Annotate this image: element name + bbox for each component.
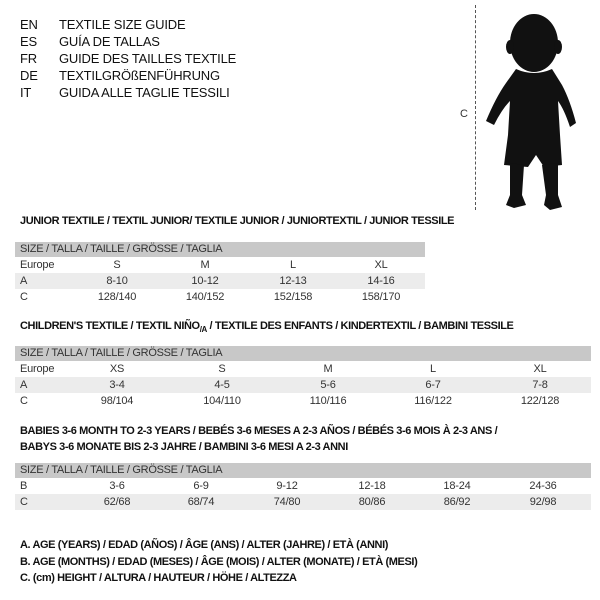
table-cell: 8-10 <box>106 275 128 287</box>
table-cell: 74/80 <box>273 496 301 508</box>
table-row: C 62/68 68/74 74/80 80/86 86/92 92/98 <box>15 494 591 510</box>
row-label: Europe <box>20 259 55 271</box>
table-cell: S <box>218 363 226 375</box>
table-cell: 92/98 <box>529 496 557 508</box>
lang-title: TEXTILGRÖßENFÜHRUNG <box>59 68 220 83</box>
table-cell: 152/158 <box>273 291 313 303</box>
table-row: Europe S M L XL <box>15 257 425 273</box>
table-cell: 18-24 <box>443 480 471 492</box>
junior-size-table: SIZE / TALLA / TAILLE / GRÖSSE / TAGLIA E… <box>15 242 425 305</box>
table-cell: 14-16 <box>367 275 395 287</box>
legend-item: B. AGE (MONTHS) / EDAD (MESES) / ÂGE (MO… <box>20 555 418 568</box>
table-row: C 98/104 104/110 110/116 116/122 122/128 <box>15 393 591 409</box>
babies-size-table: SIZE / TALLA / TAILLE / GRÖSSE / TAGLIA B… <box>15 463 591 510</box>
table-cell: M <box>200 259 210 271</box>
table-row: B 3-6 6-9 9-12 12-18 18-24 24-36 <box>15 478 591 494</box>
size-header: SIZE / TALLA / TAILLE / GRÖSSE / TAGLIA <box>15 242 425 257</box>
table-cell: S <box>113 259 121 271</box>
table-cell: 24-36 <box>529 480 557 492</box>
table-row: C 128/140 140/152 152/158 158/170 <box>15 289 425 305</box>
size-header: SIZE / TALLA / TAILLE / GRÖSSE / TAGLIA <box>15 346 591 361</box>
table-cell: XL <box>533 363 547 375</box>
table-cell: XS <box>109 363 125 375</box>
table-cell: 12-13 <box>279 275 307 287</box>
table-cell: 9-12 <box>276 480 298 492</box>
lang-code: FR <box>20 51 37 66</box>
lang-title: TEXTILE SIZE GUIDE <box>59 17 186 32</box>
table-cell: 128/140 <box>97 291 137 303</box>
row-label: Europe <box>20 363 55 375</box>
children-size-table: SIZE / TALLA / TAILLE / GRÖSSE / TAGLIA E… <box>15 346 591 409</box>
lang-code: IT <box>20 85 32 100</box>
lang-code: EN <box>20 17 38 32</box>
row-label: C <box>20 291 28 303</box>
row-label: B <box>20 480 28 492</box>
table-cell: 3-6 <box>109 480 125 492</box>
table-row: A 3-4 4-5 5-6 6-7 7-8 <box>15 377 591 393</box>
child-silhouette-icon <box>486 14 576 210</box>
table-cell: 80/86 <box>358 496 386 508</box>
babies-title-line2: BABYS 3-6 MONATE BIS 2-3 JAHRE / BAMBINI… <box>20 441 348 453</box>
table-cell: 158/170 <box>361 291 401 303</box>
lang-title: GUIDA ALLE TAGLIE TESSILI <box>59 85 230 100</box>
table-cell: 10-12 <box>191 275 219 287</box>
children-title-sub: /A <box>199 325 208 335</box>
lang-code: ES <box>20 34 37 49</box>
table-cell: M <box>323 363 333 375</box>
table-cell: L <box>430 363 436 375</box>
children-title-main: CHILDREN'S TEXTILE / TEXTIL NIÑO <box>20 320 200 332</box>
height-label: C <box>460 108 468 120</box>
height-line <box>475 5 476 210</box>
table-cell: 4-5 <box>214 379 230 391</box>
table-cell: 116/122 <box>414 395 452 407</box>
table-cell: 5-6 <box>320 379 336 391</box>
lang-code: DE <box>20 68 38 83</box>
table-cell: 68/74 <box>187 496 215 508</box>
table-cell: 6-7 <box>425 379 441 391</box>
table-cell: 140/152 <box>185 291 225 303</box>
children-title: CHILDREN'S TEXTILE / TEXTIL NIÑO/A / TEX… <box>20 320 514 334</box>
legend-item: A. AGE (YEARS) / EDAD (AÑOS) / ÂGE (ANS)… <box>20 539 388 551</box>
table-cell: L <box>290 259 296 271</box>
legend-item: C. (cm) HEIGHT / ALTURA / HAUTEUR / HÖHE… <box>20 572 297 584</box>
row-label: C <box>20 395 28 407</box>
table-cell: 110/116 <box>309 395 347 407</box>
junior-title: JUNIOR TEXTILE / TEXTIL JUNIOR/ TEXTILE … <box>20 215 455 227</box>
row-label: C <box>20 496 28 508</box>
lang-title: GUIDE DES TAILLES TEXTILE <box>59 51 237 66</box>
table-row: A 8-10 10-12 12-13 14-16 <box>15 273 425 289</box>
child-figure: C <box>460 5 596 215</box>
table-cell: 7-8 <box>532 379 548 391</box>
table-cell: 62/68 <box>103 496 131 508</box>
table-cell: 6-9 <box>193 480 209 492</box>
size-header: SIZE / TALLA / TAILLE / GRÖSSE / TAGLIA <box>15 463 591 478</box>
table-cell: 86/92 <box>443 496 471 508</box>
row-label: A <box>20 275 28 287</box>
table-cell: 12-18 <box>358 480 386 492</box>
lang-title: GUÍA DE TALLAS <box>59 34 160 49</box>
table-cell: 98/104 <box>100 395 134 407</box>
table-cell: 104/110 <box>203 395 241 407</box>
table-row: Europe XS S M L XL <box>15 361 591 377</box>
children-title-rest: / TEXTILE DES ENFANTS / KINDERTEXTIL / B… <box>206 320 514 332</box>
table-cell: 122/128 <box>520 395 560 407</box>
table-cell: 3-4 <box>109 379 125 391</box>
table-cell: XL <box>374 259 388 271</box>
babies-title-line1: BABIES 3-6 MONTH TO 2-3 YEARS / BEBÉS 3-… <box>20 425 498 437</box>
row-label: A <box>20 379 28 391</box>
